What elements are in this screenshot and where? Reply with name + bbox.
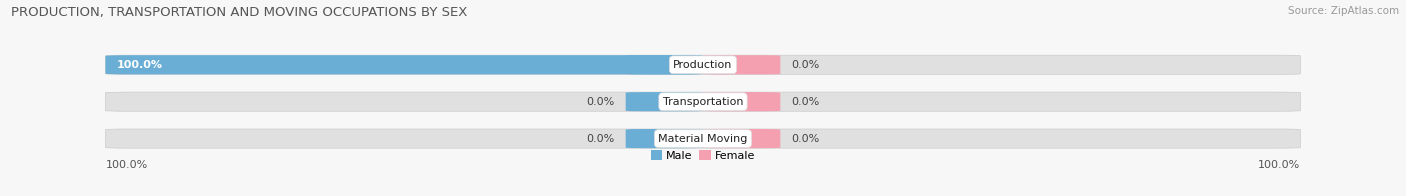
FancyBboxPatch shape <box>626 92 703 111</box>
Text: 0.0%: 0.0% <box>586 97 614 107</box>
FancyBboxPatch shape <box>703 55 780 74</box>
Text: 100.0%: 100.0% <box>1258 160 1301 170</box>
Text: Transportation: Transportation <box>662 97 744 107</box>
FancyBboxPatch shape <box>105 92 1301 111</box>
Legend: Male, Female: Male, Female <box>647 146 759 165</box>
Text: 0.0%: 0.0% <box>586 134 614 144</box>
FancyBboxPatch shape <box>105 55 1301 74</box>
FancyBboxPatch shape <box>703 129 780 148</box>
FancyBboxPatch shape <box>105 129 1301 148</box>
FancyBboxPatch shape <box>105 55 703 74</box>
FancyBboxPatch shape <box>626 55 703 74</box>
Text: Material Moving: Material Moving <box>658 134 748 144</box>
Text: 100.0%: 100.0% <box>105 160 148 170</box>
Text: 100.0%: 100.0% <box>117 60 163 70</box>
FancyBboxPatch shape <box>626 129 703 148</box>
Text: 0.0%: 0.0% <box>792 134 820 144</box>
FancyBboxPatch shape <box>703 92 780 111</box>
Text: PRODUCTION, TRANSPORTATION AND MOVING OCCUPATIONS BY SEX: PRODUCTION, TRANSPORTATION AND MOVING OC… <box>11 6 468 19</box>
Text: 0.0%: 0.0% <box>792 60 820 70</box>
Text: 0.0%: 0.0% <box>792 97 820 107</box>
Text: Production: Production <box>673 60 733 70</box>
Text: Source: ZipAtlas.com: Source: ZipAtlas.com <box>1288 6 1399 16</box>
